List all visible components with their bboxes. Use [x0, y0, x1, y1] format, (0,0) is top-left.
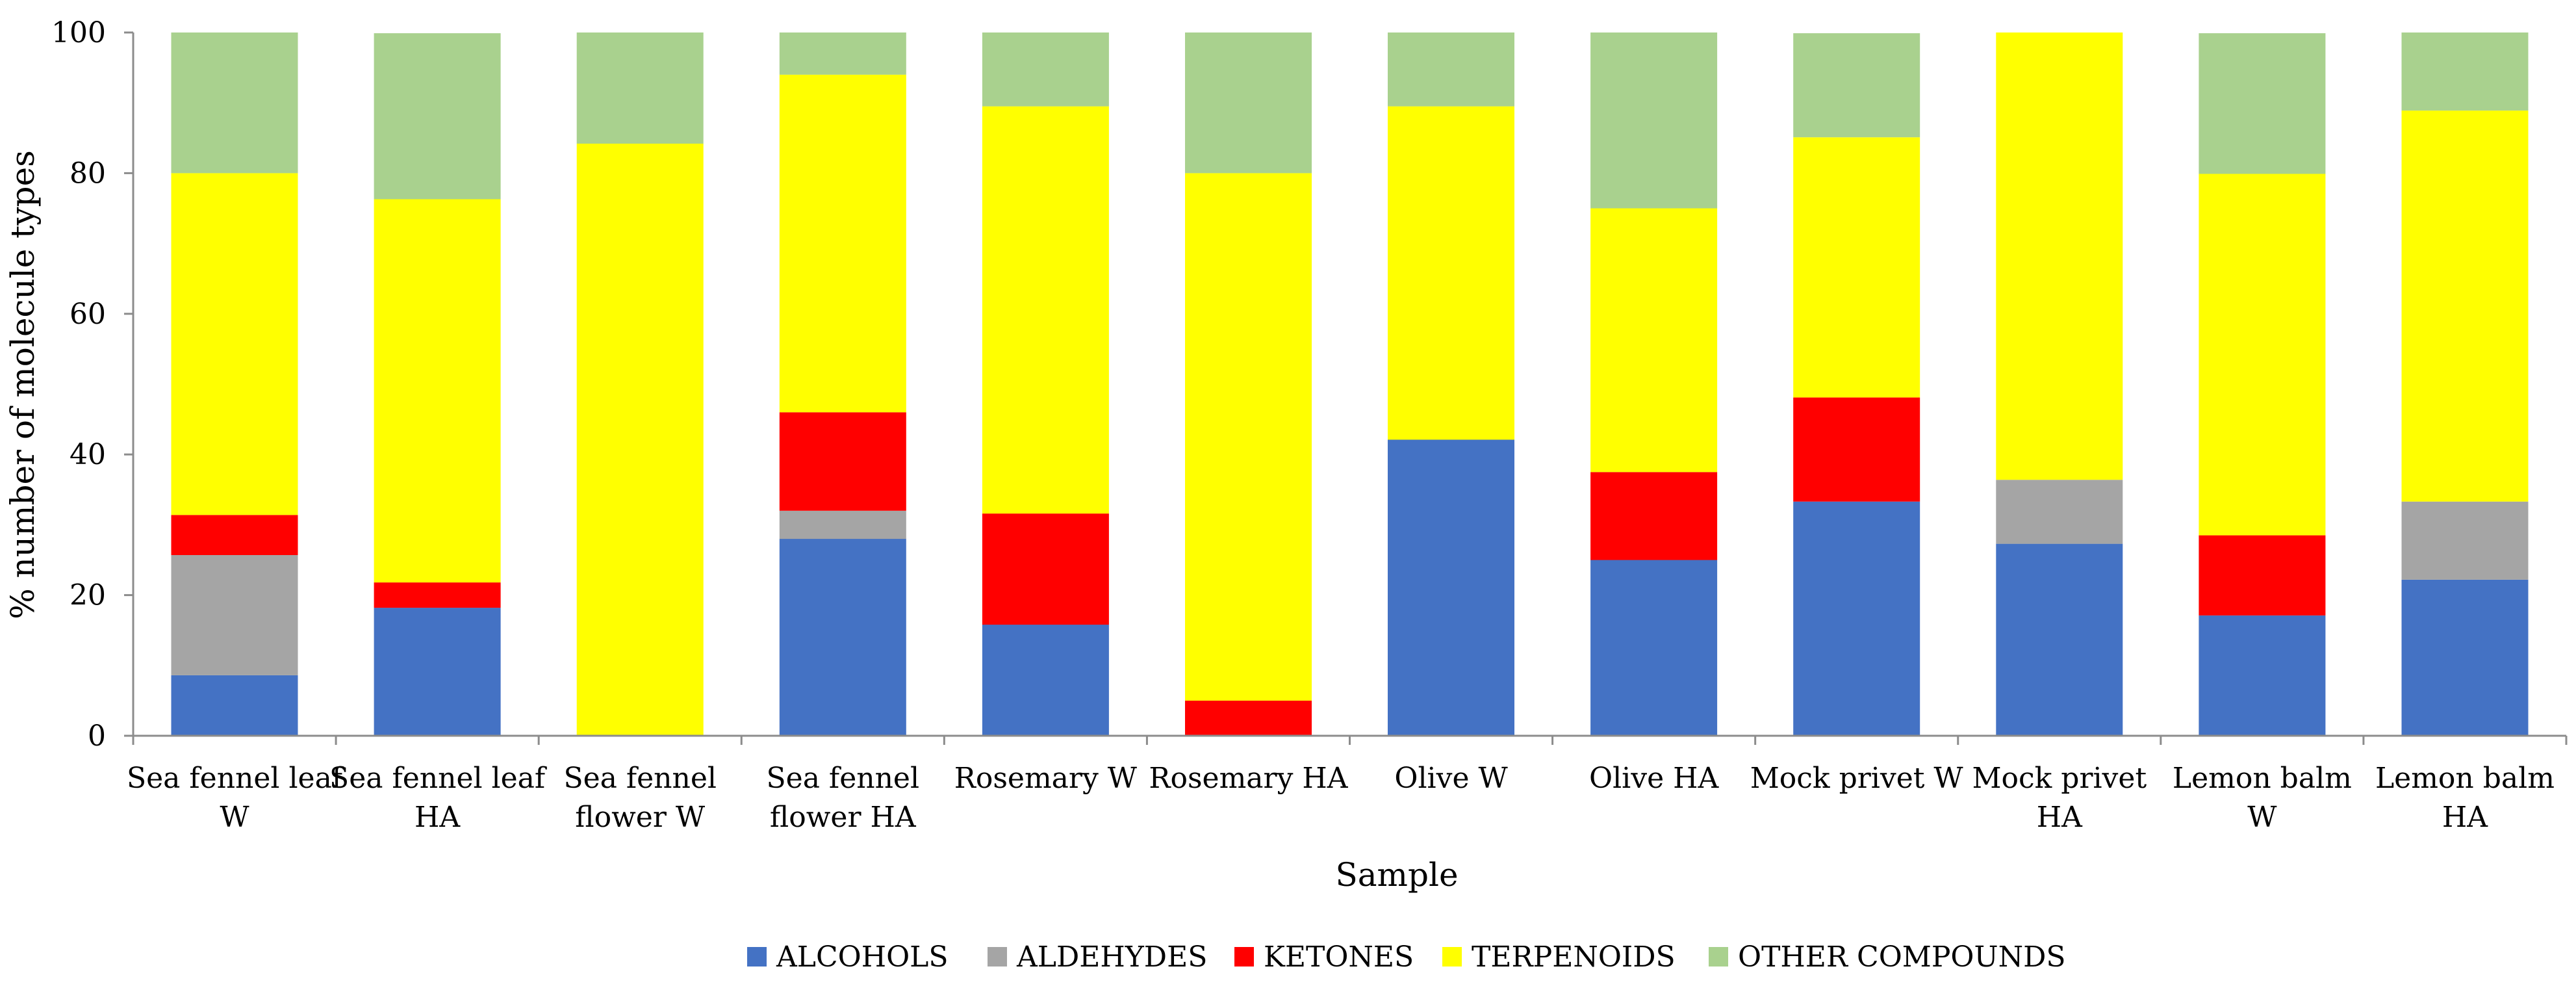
- y-tick-label: 100: [51, 16, 106, 49]
- bar-2-terpenoids: [374, 199, 501, 583]
- bar-12-terpenoids: [2401, 110, 2529, 502]
- x-category-label: Sea fennel leaf HA: [329, 762, 547, 834]
- bar-10-alcohols: [1996, 543, 2123, 736]
- bar-1-alcohols: [171, 675, 298, 736]
- bar-11-alcohols: [2199, 616, 2326, 736]
- x-axis-title: Sample: [1335, 856, 1458, 894]
- x-category-label: Rosemary W: [954, 762, 1138, 795]
- bar-8-other-compounds: [1590, 32, 1718, 209]
- bar-11-ketones: [2199, 535, 2326, 616]
- bar-9-terpenoids: [1793, 137, 1920, 398]
- bar-7-alcohols: [1388, 439, 1514, 736]
- bar-11-other-compounds: [2199, 33, 2326, 174]
- y-tick-label: 40: [70, 438, 106, 471]
- y-tick-label: 0: [88, 720, 106, 753]
- bar-2-other-compounds: [374, 33, 501, 200]
- bar-6-ketones: [1185, 700, 1312, 736]
- bar-4-aldehydes: [779, 510, 906, 539]
- bar-4-alcohols: [779, 539, 906, 736]
- bar-5-terpenoids: [982, 106, 1109, 514]
- bar-1-terpenoids: [171, 173, 298, 515]
- legend: ALCOHOLS ALDEHYDES KETONES TERPENOIDS OTHER …: [747, 941, 2066, 974]
- bar-6-terpenoids: [1185, 173, 1312, 701]
- bar-8-alcohols: [1590, 560, 1718, 736]
- y-tick-label: 60: [70, 298, 106, 331]
- bar-3-terpenoids: [576, 144, 704, 736]
- x-category-label: Olive W: [1394, 762, 1508, 795]
- x-category-label: Olive HA: [1589, 762, 1719, 795]
- bar-10-aldehydes: [1996, 480, 2123, 544]
- legend-swatch-aldehydes: [988, 947, 1007, 967]
- bar-4-other-compounds: [779, 32, 906, 75]
- x-category-label: Mock privet W: [1750, 762, 1964, 795]
- bar-11-terpenoids: [2199, 174, 2326, 536]
- legend-label: ALCOHOLS: [776, 941, 949, 974]
- x-category-label: Sea fennel leaf W: [127, 762, 344, 834]
- bar-10-terpenoids: [1996, 32, 2123, 480]
- y-axis-title: % number of molecule types: [4, 150, 42, 619]
- axes-layer: [132, 32, 2568, 745]
- bar-9-alcohols: [1793, 501, 1920, 736]
- legend-label: TERPENOIDS: [1472, 941, 1676, 974]
- bar-1-ketones: [171, 515, 298, 555]
- bar-1-aldehydes: [171, 554, 298, 675]
- legend-swatch-terpenoids: [1442, 947, 1462, 967]
- legend-label: OTHER COMPOUNDS: [1738, 941, 2066, 974]
- x-category-label: Mock privet HA: [1972, 762, 2147, 834]
- bar-5-alcohols: [982, 625, 1109, 736]
- bar-9-other-compounds: [1793, 33, 1920, 138]
- legend-label: KETONES: [1264, 941, 1414, 974]
- bar-12-other-compounds: [2401, 32, 2529, 111]
- legend-label: ALDEHYDES: [1016, 941, 1207, 974]
- y-ticks-layer: 0 20 40 60 80 100: [51, 16, 133, 753]
- x-category-label: Sea fennel flower W: [563, 762, 717, 834]
- bar-6-other-compounds: [1185, 32, 1312, 174]
- bar-9-ketones: [1793, 397, 1920, 502]
- bar-8-ketones: [1590, 472, 1718, 560]
- y-axis-title-group: % number of molecule types: [4, 150, 42, 619]
- y-tick-label: 20: [70, 579, 106, 612]
- x-category-label: Sea fennel flower HA: [767, 762, 920, 834]
- bar-7-other-compounds: [1388, 32, 1514, 107]
- bar-5-ketones: [982, 513, 1109, 625]
- bar-2-alcohols: [374, 608, 501, 736]
- bar-1-other-compounds: [171, 32, 298, 174]
- legend-swatch-other-compounds: [1709, 947, 1728, 967]
- bar-12-alcohols: [2401, 579, 2529, 736]
- bar-4-ketones: [779, 412, 906, 511]
- legend-swatch-alcohols: [747, 947, 767, 967]
- bar-12-aldehydes: [2401, 501, 2529, 580]
- bars-layer: [171, 32, 2529, 736]
- bar-3-other-compounds: [576, 32, 704, 144]
- x-category-label: Rosemary HA: [1149, 762, 1348, 795]
- bar-8-terpenoids: [1590, 208, 1718, 473]
- bar-5-other-compounds: [982, 32, 1109, 107]
- legend-swatch-ketones: [1234, 947, 1254, 967]
- x-category-label: Lemon balm W: [2173, 762, 2352, 834]
- bar-2-ketones: [374, 582, 501, 608]
- bar-4-terpenoids: [779, 74, 906, 413]
- x-category-label: Lemon balm HA: [2375, 762, 2555, 834]
- y-tick-label: 80: [70, 157, 106, 190]
- bar-7-terpenoids: [1388, 106, 1514, 440]
